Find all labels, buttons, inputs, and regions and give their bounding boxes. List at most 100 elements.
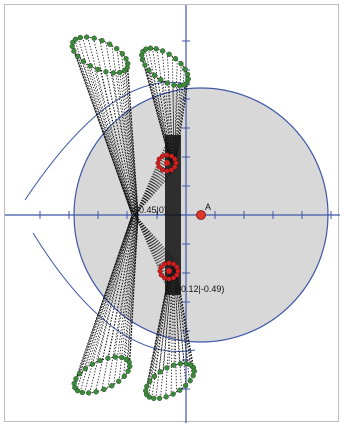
ring-upper-left-point[interactable] [84,34,90,40]
ring-upper-right-point[interactable] [147,45,154,51]
ring-lower-right-point[interactable] [147,378,153,384]
ring-lower-right-point[interactable] [144,383,150,389]
ring-lower-left-point[interactable] [77,371,83,377]
ring-lower-left-point[interactable] [116,378,122,384]
ring-upper-left-point[interactable] [125,60,131,67]
ring-upper-left-point[interactable] [121,68,128,74]
green-point-rings[interactable] [69,34,197,402]
red-cluster-lower-center[interactable] [166,268,172,274]
ring-upper-left-point[interactable] [117,69,123,76]
ring-upper-right-point[interactable] [139,57,146,63]
ring-upper-right-point[interactable] [176,83,183,89]
red-cluster-lower-point[interactable] [158,264,164,270]
red-cluster-lower-point[interactable] [166,260,172,266]
ring-lower-left-point[interactable] [97,357,103,364]
ring-lower-right-point[interactable] [151,395,157,402]
ring-upper-left-point[interactable] [77,34,83,41]
ring-lower-right-point[interactable] [187,378,193,384]
ring-upper-left-point[interactable] [91,35,97,41]
red-cluster-upper-point[interactable] [164,168,170,174]
geometry-svg[interactable]: A (-0.45|0) (-0.12|-0.49) [5,5,340,423]
ring-upper-right-point[interactable] [182,66,188,72]
red-cluster-upper-point[interactable] [159,167,165,173]
ring-lower-left-point[interactable] [101,386,107,393]
ring-lower-left-point[interactable] [82,366,88,372]
ring-upper-right-point[interactable] [158,77,164,83]
ring-upper-left-point[interactable] [75,53,81,59]
ring-lower-right-point[interactable] [190,373,196,379]
ring-lower-right-point[interactable] [157,369,163,375]
ring-upper-right-point[interactable] [142,62,148,68]
ring-lower-right-point[interactable] [163,394,169,400]
ring-upper-left-point[interactable] [103,69,109,75]
red-cluster-upper-point[interactable] [172,164,178,170]
ring-upper-left-point[interactable] [99,37,105,44]
ring-lower-left-point[interactable] [109,383,115,389]
red-cluster-upper-point[interactable] [168,167,174,173]
ring-upper-left-point[interactable] [110,70,116,76]
ring-upper-left-point[interactable] [95,66,101,73]
ring-upper-right-point[interactable] [181,82,187,88]
ring-lower-left-point[interactable] [125,368,131,374]
geometry-canvas[interactable]: A (-0.45|0) (-0.12|-0.49) [4,4,340,423]
ring-lower-right-point[interactable] [171,362,177,368]
ring-upper-right-point[interactable] [151,72,158,78]
ring-lower-right-point[interactable] [177,361,184,367]
ring-lower-right-point[interactable] [191,368,197,374]
ring-lower-right-point[interactable] [183,360,189,367]
ring-upper-right-point[interactable] [178,61,184,67]
red-cluster-lower-point[interactable] [166,276,172,282]
ring-upper-right-point[interactable] [153,46,159,52]
red-cluster-lower-point[interactable] [170,261,176,267]
ring-upper-left-point[interactable] [119,51,125,57]
red-cluster-lower-point[interactable] [174,272,180,278]
ring-lower-right-point[interactable] [177,387,183,393]
ring-lower-left-point[interactable] [119,354,125,361]
ring-upper-right-point[interactable] [184,71,191,77]
ring-lower-right-point[interactable] [182,382,189,389]
ring-lower-left-point[interactable] [73,376,79,382]
ring-lower-left-point[interactable] [93,389,99,395]
ring-upper-left-point[interactable] [71,48,77,54]
ring-upper-left-point[interactable] [114,46,120,52]
ring-upper-right-point[interactable] [171,82,177,88]
red-cluster-lower-point[interactable] [170,275,176,281]
red-cluster-upper-center[interactable] [164,160,170,166]
ring-upper-right-point[interactable] [159,48,166,54]
red-cluster-upper-point[interactable] [172,156,178,162]
red-cluster-upper-point[interactable] [164,152,170,158]
ring-lower-left-point[interactable] [112,354,118,360]
ring-upper-left-point[interactable] [107,41,113,47]
point-a[interactable] [196,210,206,220]
red-cluster-upper-point[interactable] [168,153,174,159]
red-point-clusters[interactable] [155,152,181,282]
ring-lower-right-point[interactable] [170,391,176,397]
ring-upper-right-point[interactable] [143,46,149,52]
red-cluster-lower-point[interactable] [161,261,167,267]
ring-lower-left-point[interactable] [89,361,95,367]
ring-lower-left-point[interactable] [121,373,127,379]
ring-lower-left-point[interactable] [127,363,133,370]
ring-lower-left-point[interactable] [123,356,130,362]
red-cluster-lower-point[interactable] [161,275,167,281]
ring-lower-right-point[interactable] [151,373,158,380]
ring-upper-left-point[interactable] [87,63,93,69]
ring-upper-right-point[interactable] [146,67,152,73]
ring-upper-right-point[interactable] [166,51,172,57]
ring-upper-right-point[interactable] [172,56,179,62]
ring-upper-right-point[interactable] [164,80,171,86]
ring-lower-left-point[interactable] [79,389,85,396]
ring-upper-left-point[interactable] [72,36,79,42]
ring-lower-right-point[interactable] [156,395,163,401]
red-cluster-lower-point[interactable] [174,264,180,270]
ring-upper-left-point[interactable] [80,58,86,64]
ring-lower-right-point[interactable] [143,388,149,394]
red-cluster-upper-point[interactable] [159,153,165,159]
ring-upper-left-point[interactable] [123,56,129,62]
ring-lower-right-point[interactable] [187,362,194,368]
red-cluster-upper-point[interactable] [156,156,162,162]
ring-lower-right-point[interactable] [164,365,170,371]
ring-upper-right-point[interactable] [185,76,191,82]
ring-lower-left-point[interactable] [71,380,77,387]
ring-lower-left-point[interactable] [86,390,92,396]
